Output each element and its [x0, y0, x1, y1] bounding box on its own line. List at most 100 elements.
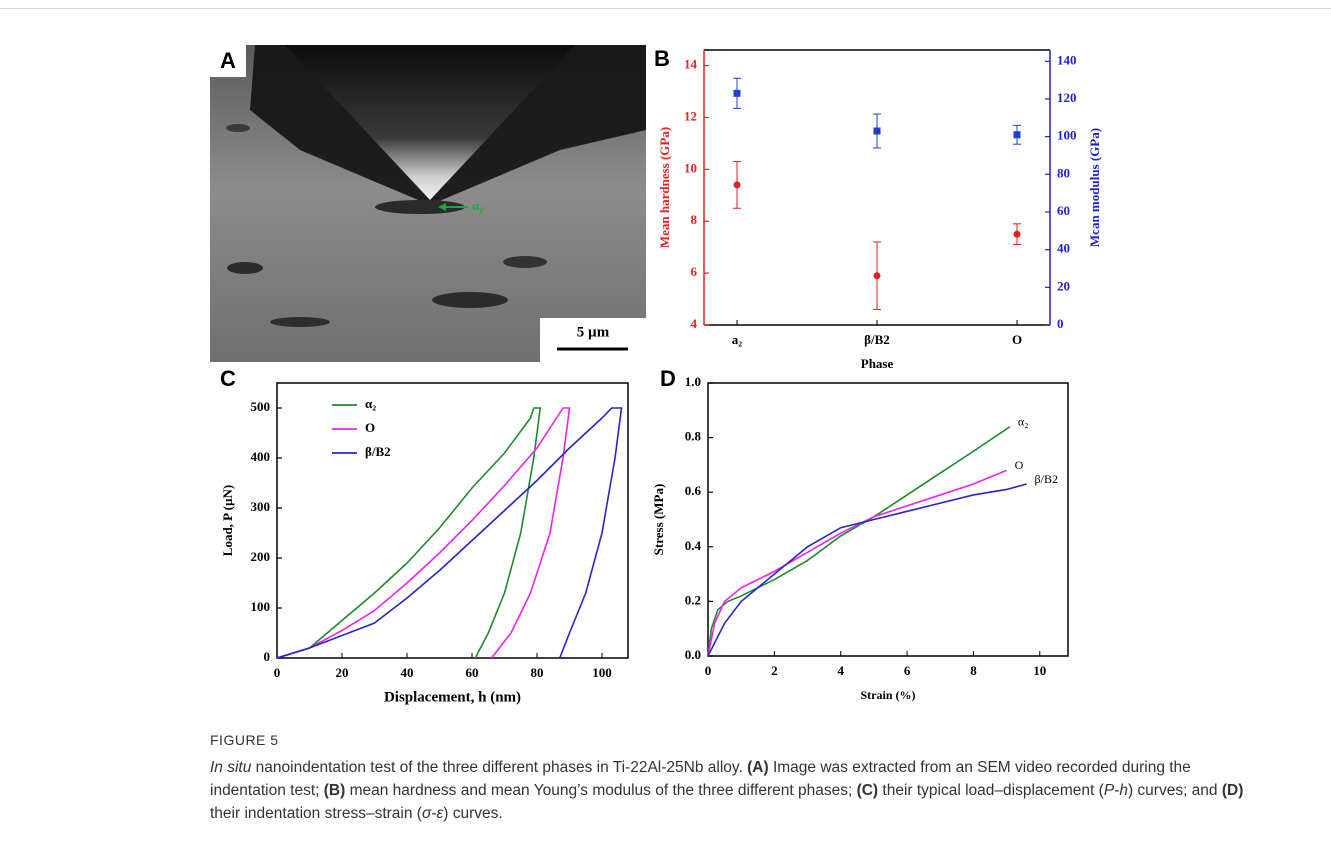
tick-label: 500 — [251, 399, 271, 414]
x-tick-label: a₂ — [732, 332, 743, 347]
caption-label: FIGURE 5 — [210, 732, 279, 748]
tick-label: 0 — [705, 663, 712, 678]
caption-run: ) curves. — [443, 805, 503, 822]
x-axis-label: Strain (%) — [861, 688, 916, 702]
point — [873, 127, 881, 135]
legend-label: O — [1015, 458, 1024, 472]
caption-run: σ-ε — [421, 805, 444, 822]
tick-label: 60 — [1057, 203, 1070, 218]
scale-bar-box — [540, 318, 646, 362]
tick-label: 8 — [970, 663, 977, 678]
tick-label: 40 — [401, 665, 414, 680]
tick-label: 14 — [684, 57, 698, 72]
panel-label: C — [220, 366, 236, 391]
tick-label: 6 — [904, 663, 911, 678]
pit — [503, 256, 547, 268]
pit — [227, 262, 263, 274]
annotation: α₂ — [472, 198, 483, 213]
series-line — [707, 426, 1011, 657]
tick-label: 10 — [684, 160, 697, 175]
tick-label: 20 — [1057, 278, 1070, 293]
x-axis-label: Displacement, h (nm) — [384, 689, 521, 705]
tick-label: 40 — [1057, 241, 1070, 256]
tick-label: 0.2 — [685, 592, 701, 607]
series-line — [276, 407, 542, 659]
tick-label: 60 — [466, 665, 479, 680]
tick-label: 0.8 — [685, 429, 702, 444]
series-line — [276, 407, 571, 659]
tick-label: 6 — [691, 264, 698, 279]
tick-label: 100 — [251, 599, 271, 614]
tick-label: 0.6 — [685, 483, 702, 498]
scale-bar-label: 5 µm — [577, 324, 610, 340]
series-line — [707, 469, 1007, 657]
axis-label: Mcan modulus (GPa) — [1087, 128, 1102, 247]
axis-label: Stress (MPa) — [651, 484, 666, 556]
point — [1013, 131, 1021, 139]
point — [873, 272, 881, 280]
tick-label: 0 — [264, 649, 271, 664]
panel-label: A — [220, 48, 236, 73]
x-tick-label: O — [1012, 332, 1022, 347]
tick-label: 1.0 — [685, 374, 701, 389]
tick-label: 0.0 — [685, 647, 701, 662]
point — [1013, 230, 1021, 238]
axis-label: Load, P (µN) — [220, 485, 235, 556]
caption-run: their typical load–displacement ( — [878, 782, 1104, 799]
tick-label: 8 — [691, 212, 698, 227]
tick-label: 0 — [1057, 316, 1064, 331]
tick-label: 0.4 — [685, 538, 702, 553]
caption-run: (B) — [323, 782, 346, 799]
tick-label: 100 — [592, 665, 612, 680]
x-tick-label: β/B2 — [864, 332, 890, 347]
plot-frame — [707, 382, 1069, 657]
tick-label: 100 — [1057, 128, 1077, 143]
legend-label: α₂ — [365, 396, 376, 411]
caption-run: mean hardness and mean Young’s modulus o… — [345, 782, 857, 799]
tick-label: 140 — [1057, 52, 1077, 67]
point — [733, 89, 741, 97]
axis-label: Mean hardness (GPa) — [657, 127, 672, 248]
caption-run: (A) — [747, 759, 769, 776]
point — [733, 181, 741, 189]
caption-run: indentation test; — [210, 782, 324, 799]
caption-run: In situ — [210, 759, 252, 776]
caption-run: Image was extracted from an SEM video re… — [768, 759, 1191, 776]
sem-image: α₂ 5 µm A — [210, 45, 646, 362]
caption-text: In situ nanoindentation test of the thre… — [210, 756, 1320, 825]
caption-line: their indentation stress–strain (σ-ε) cu… — [210, 802, 1320, 825]
series-line — [707, 483, 1027, 657]
tick-label: 12 — [684, 108, 697, 123]
caption-run: P-h — [1103, 782, 1128, 799]
tick-label: 200 — [251, 549, 271, 564]
caption-run: nanoindentation test of the three differ… — [251, 759, 748, 776]
caption-run: (C) — [856, 782, 879, 799]
pit — [226, 124, 250, 132]
pit — [432, 292, 508, 308]
tick-label: 20 — [336, 665, 349, 680]
tick-label: 400 — [251, 449, 271, 464]
tick-label: 4 — [691, 316, 698, 331]
tick-label: 300 — [251, 499, 271, 514]
x-axis-label: Phase — [861, 356, 894, 371]
tick-label: 80 — [1057, 165, 1070, 180]
legend-label: O — [365, 420, 375, 435]
tick-label: 0 — [274, 665, 281, 680]
indent-pit — [375, 200, 465, 214]
tick-label: 2 — [771, 663, 778, 678]
caption-run: (D) — [1221, 782, 1244, 799]
caption-line: In situ nanoindentation test of the thre… — [210, 756, 1320, 779]
caption-line: indentation test; (B) mean hardness and … — [210, 779, 1320, 802]
caption-run: their indentation stress–strain ( — [210, 805, 422, 822]
legend-label: β/B2 — [1035, 472, 1058, 486]
panel-label: D — [660, 366, 676, 391]
arrow-head — [438, 203, 446, 211]
caption-run: ) curves; and — [1127, 782, 1222, 799]
pit — [270, 317, 330, 327]
caption: FIGURE 5 In situ nanoindentation test of… — [210, 732, 1320, 825]
tick-label: 120 — [1057, 90, 1077, 105]
legend-label: α₂ — [1018, 414, 1028, 428]
panel-label-box — [210, 45, 246, 77]
